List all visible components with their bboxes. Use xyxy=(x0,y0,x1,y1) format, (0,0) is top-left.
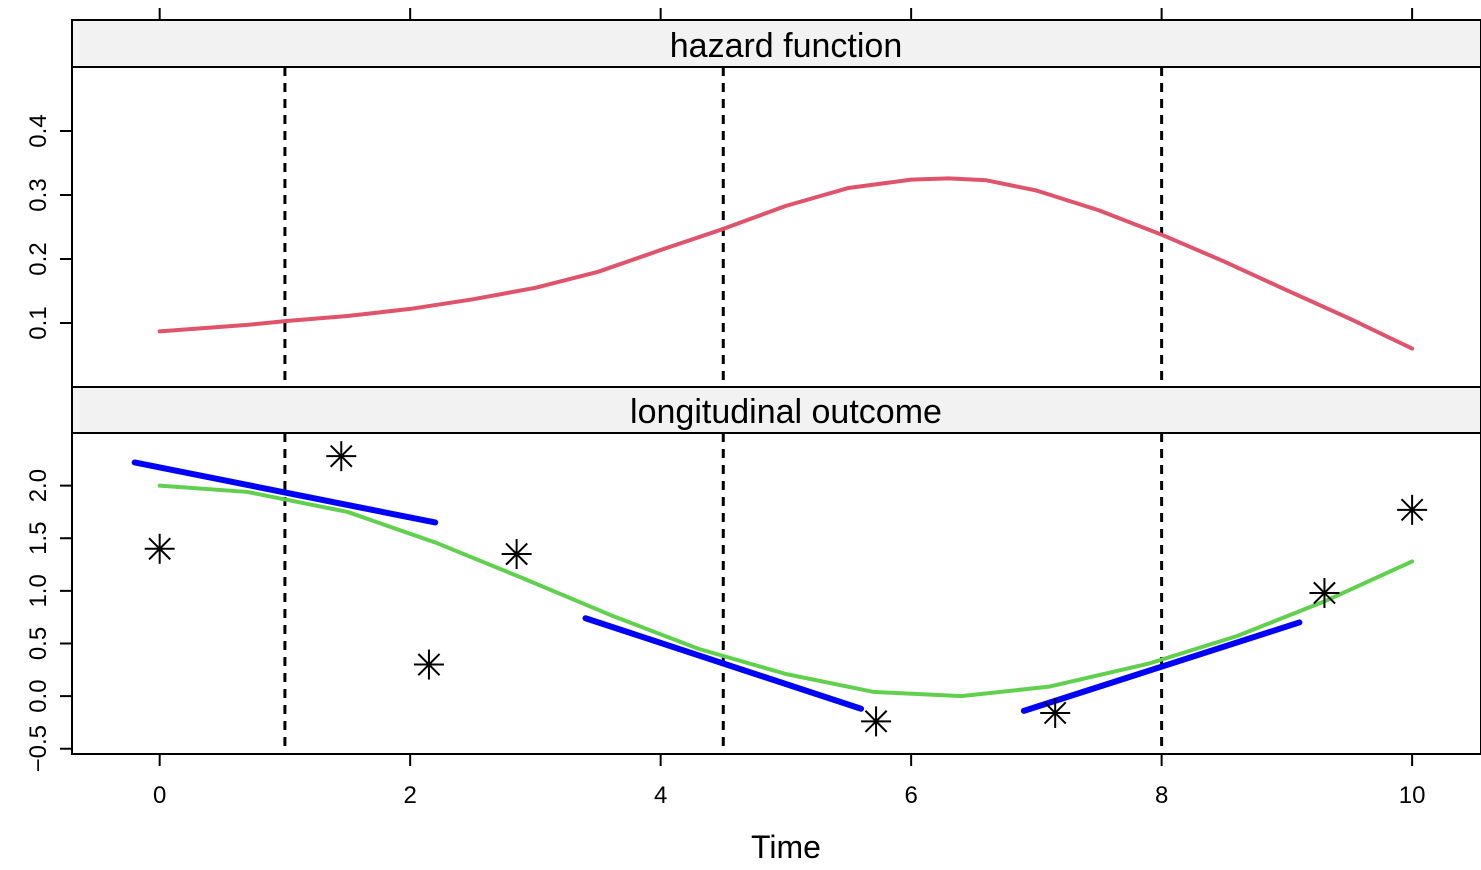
longitudinal-point-7 xyxy=(1397,494,1428,525)
hazard-panel: hazard function 0.1 0.2 0.3 0.4 xyxy=(25,19,1481,388)
longitudinal-vlines xyxy=(283,433,1164,754)
hazard-y-tick-label-0: 0.1 xyxy=(25,306,52,339)
hazard-series xyxy=(157,176,1415,351)
longitudinal-point-6 xyxy=(1309,577,1340,608)
longitudinal-point-4 xyxy=(861,706,892,737)
longitudinal-strip-label: longitudinal outcome xyxy=(630,393,942,431)
longitudinal-y-tick-label-1: 0.0 xyxy=(25,679,52,712)
x-tick-label-2: 4 xyxy=(654,782,667,809)
longitudinal-strip xyxy=(71,386,1481,434)
x-axis: 0 2 4 6 8 10 xyxy=(153,754,1425,809)
longitudinal-segment-0 xyxy=(131,459,439,526)
longitudinal-y-tick-label-5: 2.0 xyxy=(25,469,52,502)
x-tick-label-5: 10 xyxy=(1399,782,1426,809)
longitudinal-point-3 xyxy=(501,539,532,570)
longitudinal-y-tick-label-4: 1.5 xyxy=(25,522,52,555)
longitudinal-segment-2 xyxy=(1020,619,1303,714)
top-x-ticks xyxy=(158,8,1414,20)
longitudinal-y-axis: −0.5 0.0 0.5 1.0 1.5 2.0 xyxy=(25,469,72,772)
longitudinal-panel: longitudinal outcome −0.5 0.0 0.5 1.0 1.5 2.0 xyxy=(25,386,1481,772)
hazard-y-tick-label-2: 0.3 xyxy=(25,178,52,211)
longitudinal-point-1 xyxy=(326,441,357,472)
longitudinal-point-0 xyxy=(144,533,175,564)
longitudinal-point-5 xyxy=(1040,697,1071,728)
hazard-strip-label: hazard function xyxy=(670,27,903,65)
longitudinal-plot-area xyxy=(71,432,1481,755)
hazard-y-tick-label-3: 0.4 xyxy=(25,114,52,147)
hazard-y-tick-label-1: 0.2 xyxy=(25,242,52,275)
hazard-line-0 xyxy=(157,176,1415,351)
longitudinal-y-tick-label-0: −0.5 xyxy=(25,725,52,772)
longitudinal-y-tick-label-3: 1.0 xyxy=(25,574,52,607)
x-tick-label-0: 0 xyxy=(153,782,166,809)
longitudinal-y-tick-label-2: 0.5 xyxy=(25,627,52,660)
longitudinal-segment-1 xyxy=(582,615,865,712)
longitudinal-series xyxy=(131,441,1428,737)
hazard-y-axis: 0.1 0.2 0.3 0.4 xyxy=(25,114,72,340)
longitudinal-line-0 xyxy=(157,483,1415,699)
x-tick-label-3: 6 xyxy=(904,782,917,809)
longitudinal-point-2 xyxy=(413,649,444,680)
x-tick-label-1: 2 xyxy=(403,782,416,809)
hazard-plot-area xyxy=(71,66,1481,388)
x-tick-label-4: 8 xyxy=(1155,782,1168,809)
x-axis-title: Time xyxy=(751,829,821,865)
